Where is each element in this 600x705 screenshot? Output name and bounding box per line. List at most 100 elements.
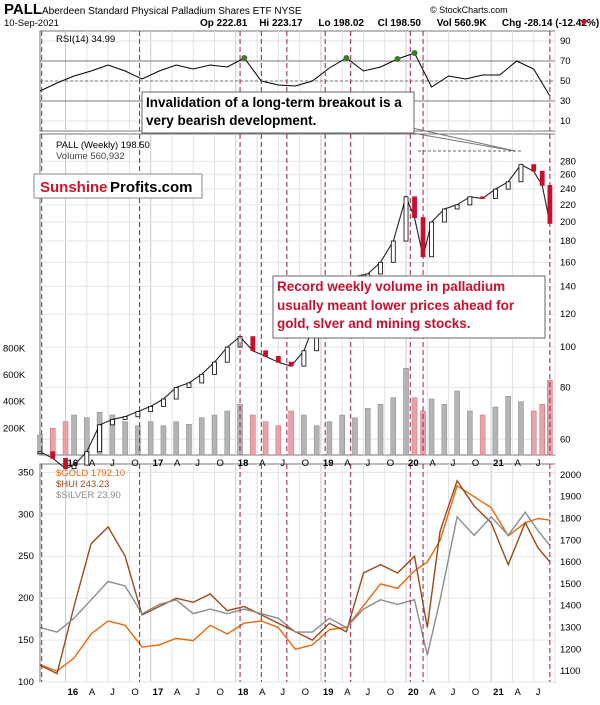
- x-axis-label: O: [131, 458, 138, 469]
- stat-op: Op 222.81: [200, 18, 248, 29]
- x-axis-label: A: [174, 458, 181, 469]
- x-axis-label: J: [365, 458, 370, 469]
- price-candle: [441, 208, 447, 223]
- x-axis-label: A: [514, 458, 521, 469]
- price-tick-label: 100: [560, 342, 576, 353]
- stats-bar: Op 222.81 Hi 223.17 Lo 198.02 Cl 198.50 Vol …: [200, 18, 599, 29]
- volume-bar: [288, 410, 294, 456]
- price-candle: [454, 204, 460, 210]
- x-axis-label: A: [429, 687, 436, 698]
- rsi-tick-label: 70: [560, 56, 571, 67]
- volume-bar: [173, 421, 179, 456]
- x-axis-label: 19: [323, 687, 334, 698]
- x-axis-label: A: [259, 458, 266, 469]
- volume-bar: [250, 414, 256, 456]
- hui-legend: $HUI 243.23: [56, 479, 109, 490]
- volume-annotation: Record weekly volume in palladium usuall…: [272, 275, 546, 339]
- price-candle: [539, 170, 545, 186]
- cmp-left-tick-label: 200: [18, 593, 34, 604]
- comparison-panel: [39, 463, 556, 683]
- price-candle: [467, 196, 473, 206]
- volume-tick-label: 400K: [3, 397, 26, 408]
- price-x-axis-labels: 16 A J O 17 A J O 18 A J O 19 A J O 20 A J O 21 A J: [68, 458, 541, 469]
- volume-tick-label: 600K: [3, 370, 26, 381]
- rsi-legend: RSI(14) 34.99: [56, 34, 115, 45]
- price-candle: [390, 240, 396, 263]
- volume-legend: Volume 560,932: [56, 151, 125, 162]
- chart-symbol: PALL: [4, 1, 42, 18]
- volume-bar: [147, 421, 154, 456]
- volume-bar: [454, 390, 460, 456]
- x-axis-label: 20: [408, 458, 419, 469]
- x-axis-label: 17: [153, 458, 164, 469]
- cmp-right-tick-label: 1600: [560, 557, 581, 568]
- price-candle: [37, 451, 43, 454]
- cmp-right-tick-label: 1400: [560, 601, 581, 612]
- volume-bar: [275, 425, 282, 456]
- x-axis-label: J: [451, 687, 456, 698]
- rsi-overbought-point: [343, 55, 350, 61]
- volume-bar: [352, 417, 358, 456]
- rsi-tick-label: 50: [560, 76, 571, 87]
- x-axis-label: J: [195, 458, 200, 469]
- rsi-tick-label: 90: [560, 36, 571, 47]
- price-candle: [50, 451, 56, 459]
- x-axis-label: 19: [323, 458, 334, 469]
- rsi-tick-label: 30: [560, 96, 571, 107]
- price-candle: [250, 336, 256, 352]
- breakout-annotation: Invalidation of a long-term breakout is …: [141, 91, 522, 152]
- volume-bar: [62, 421, 69, 456]
- cmp-right-tick-label: 1100: [560, 666, 580, 677]
- price-candle: [275, 355, 281, 363]
- price-candle: [173, 386, 179, 400]
- x-axis-label: O: [387, 687, 394, 698]
- x-axis-label: O: [217, 687, 224, 698]
- volume-bar: [492, 406, 499, 456]
- x-axis-label: A: [89, 687, 96, 698]
- price-candle: [161, 398, 166, 407]
- volume-bar: [364, 408, 371, 456]
- rsi-overbought-point: [394, 56, 401, 62]
- price-candle: [212, 361, 217, 375]
- volume-bar: [411, 397, 418, 456]
- cmp-right-tick-label: 1700: [560, 535, 581, 546]
- volume-bar: [301, 414, 307, 456]
- volume-bar: [237, 404, 243, 456]
- price-candle: [199, 373, 205, 384]
- volume-bar: [50, 428, 56, 456]
- price-candle: [148, 405, 154, 412]
- volume-bar: [198, 417, 205, 456]
- volume-bar: [326, 421, 333, 456]
- x-axis-label: 21: [493, 458, 504, 469]
- volume-bar: [135, 425, 141, 456]
- gold-legend: $GOLD 1792.10: [56, 468, 125, 479]
- price-legend: PALL (Weekly) 198.50: [56, 140, 150, 151]
- comparison-x-axis-labels: 16 A J O 17 A J O 18 A J O 19 A J O 20 A J O 21 A J: [68, 687, 541, 698]
- sunshine-profits-logo: Sunshine Profits.com: [33, 173, 203, 199]
- price-candle: [71, 464, 77, 470]
- stat-vol: Vol 560.9K: [437, 18, 488, 29]
- price-candle: [518, 164, 524, 183]
- price-tick-label: 260: [560, 170, 576, 181]
- cmp-line-gold: [39, 484, 550, 672]
- price-candle: [378, 261, 383, 275]
- price-candle: [109, 418, 115, 426]
- stat-cl: Cl 198.50: [378, 18, 422, 29]
- x-axis-label: A: [344, 458, 351, 469]
- cmp-right-tick-label: 2000: [560, 470, 581, 481]
- axis-ticks: 10 30 50 70 90 60 80 100 120 140 160 180 200 220 240 26…: [3, 36, 581, 688]
- chart-date: 10-Sep-2021: [4, 18, 59, 29]
- rsi-tick-label: 10: [560, 116, 571, 127]
- price-candle: [403, 196, 409, 242]
- x-axis-label: A: [514, 687, 521, 698]
- x-axis-label: J: [110, 458, 115, 469]
- volume-bar: [539, 404, 545, 456]
- volume-annotation-text: Record weekly volume in palladium usuall…: [277, 279, 515, 331]
- x-axis-label: A: [429, 458, 436, 469]
- cmp-right-tick-label: 1900: [560, 492, 581, 503]
- volume-bar: [518, 401, 524, 456]
- breakout-annotation-text: Invalidation of a long-term breakout is …: [146, 95, 402, 128]
- volume-tick-label: 200K: [3, 423, 26, 434]
- x-axis-label: J: [451, 458, 456, 469]
